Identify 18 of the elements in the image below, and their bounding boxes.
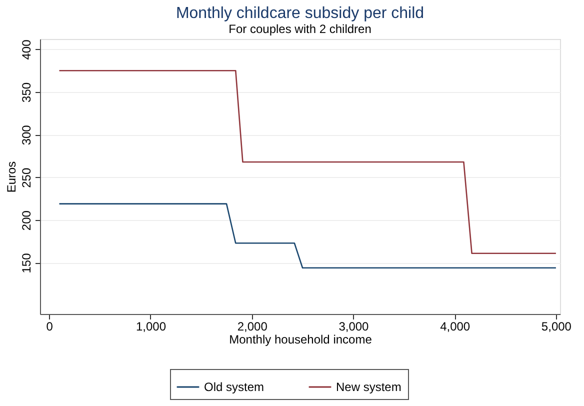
x-tick-label: 4,000 — [440, 320, 470, 334]
y-tick-label: 150 — [20, 252, 34, 274]
y-tick-label: 300 — [20, 124, 34, 146]
y-tick-label: 350 — [20, 82, 34, 102]
y-tick-label: 400 — [20, 39, 34, 60]
chart-title: Monthly childcare subsidy per child — [176, 5, 424, 22]
x-axis-title: Monthly household income — [229, 332, 372, 346]
x-tick-label: 0 — [46, 320, 54, 334]
x-tick-label: 2,000 — [237, 320, 268, 334]
x-tick-label: 1,000 — [136, 320, 166, 334]
chart-subtitle: For couples with 2 children — [228, 22, 372, 36]
y-axis-title: Euros — [4, 161, 18, 193]
y-tick-label: 250 — [20, 168, 34, 188]
y-tick-label: 200 — [20, 210, 34, 231]
x-tick-label: 5,000 — [541, 320, 572, 334]
x-tick-label: 3,000 — [338, 320, 370, 334]
legend-label: Old system — [204, 380, 264, 394]
legend-label: New system — [336, 380, 402, 394]
